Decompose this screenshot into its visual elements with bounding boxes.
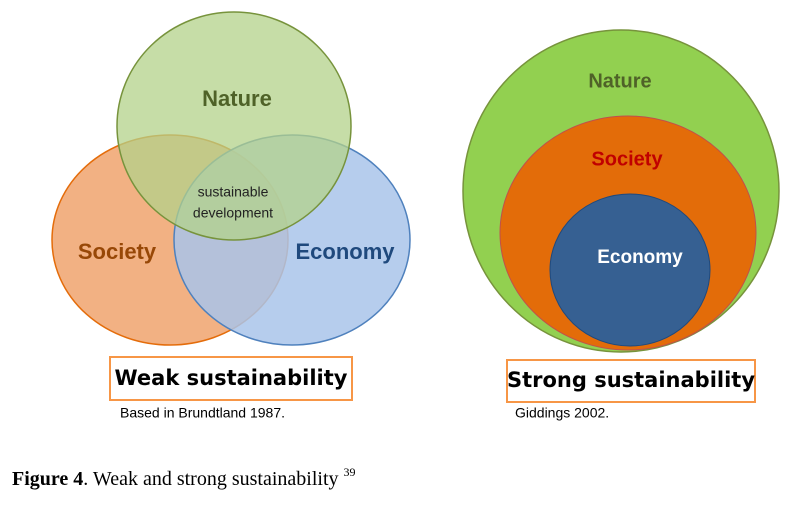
weak-venn: Nature Society Economy sustainable devel…	[51, 11, 411, 421]
strong-title: Strong sustainability	[507, 368, 755, 392]
caption-note: 39	[344, 465, 356, 479]
title-box	[506, 359, 756, 403]
caption-text: . Weak and strong sustainability	[83, 468, 343, 490]
strong-source: Giddings 2002.	[515, 405, 609, 421]
center-label: sustainable	[198, 184, 269, 200]
weak-title: Weak sustainability	[115, 366, 348, 390]
nature-label: Nature	[202, 86, 272, 111]
economy-label: Economy	[295, 239, 395, 264]
caption-label: Figure 4	[12, 468, 83, 490]
caption: Figure 4. Weak and strong sustainability…	[12, 465, 356, 490]
nature-circle	[116, 11, 352, 241]
economy-circle	[549, 193, 711, 347]
center-label: development	[193, 205, 273, 221]
strong-nested: Nature Society Economy Strong sustainabi…	[462, 29, 780, 421]
economy-label: Economy	[597, 247, 683, 268]
society-label: Society	[78, 239, 157, 264]
society-label: Society	[591, 148, 663, 170]
nature-label: Nature	[588, 70, 651, 92]
weak-source: Based in Brundtland 1987.	[120, 405, 285, 421]
title-box	[109, 356, 353, 401]
